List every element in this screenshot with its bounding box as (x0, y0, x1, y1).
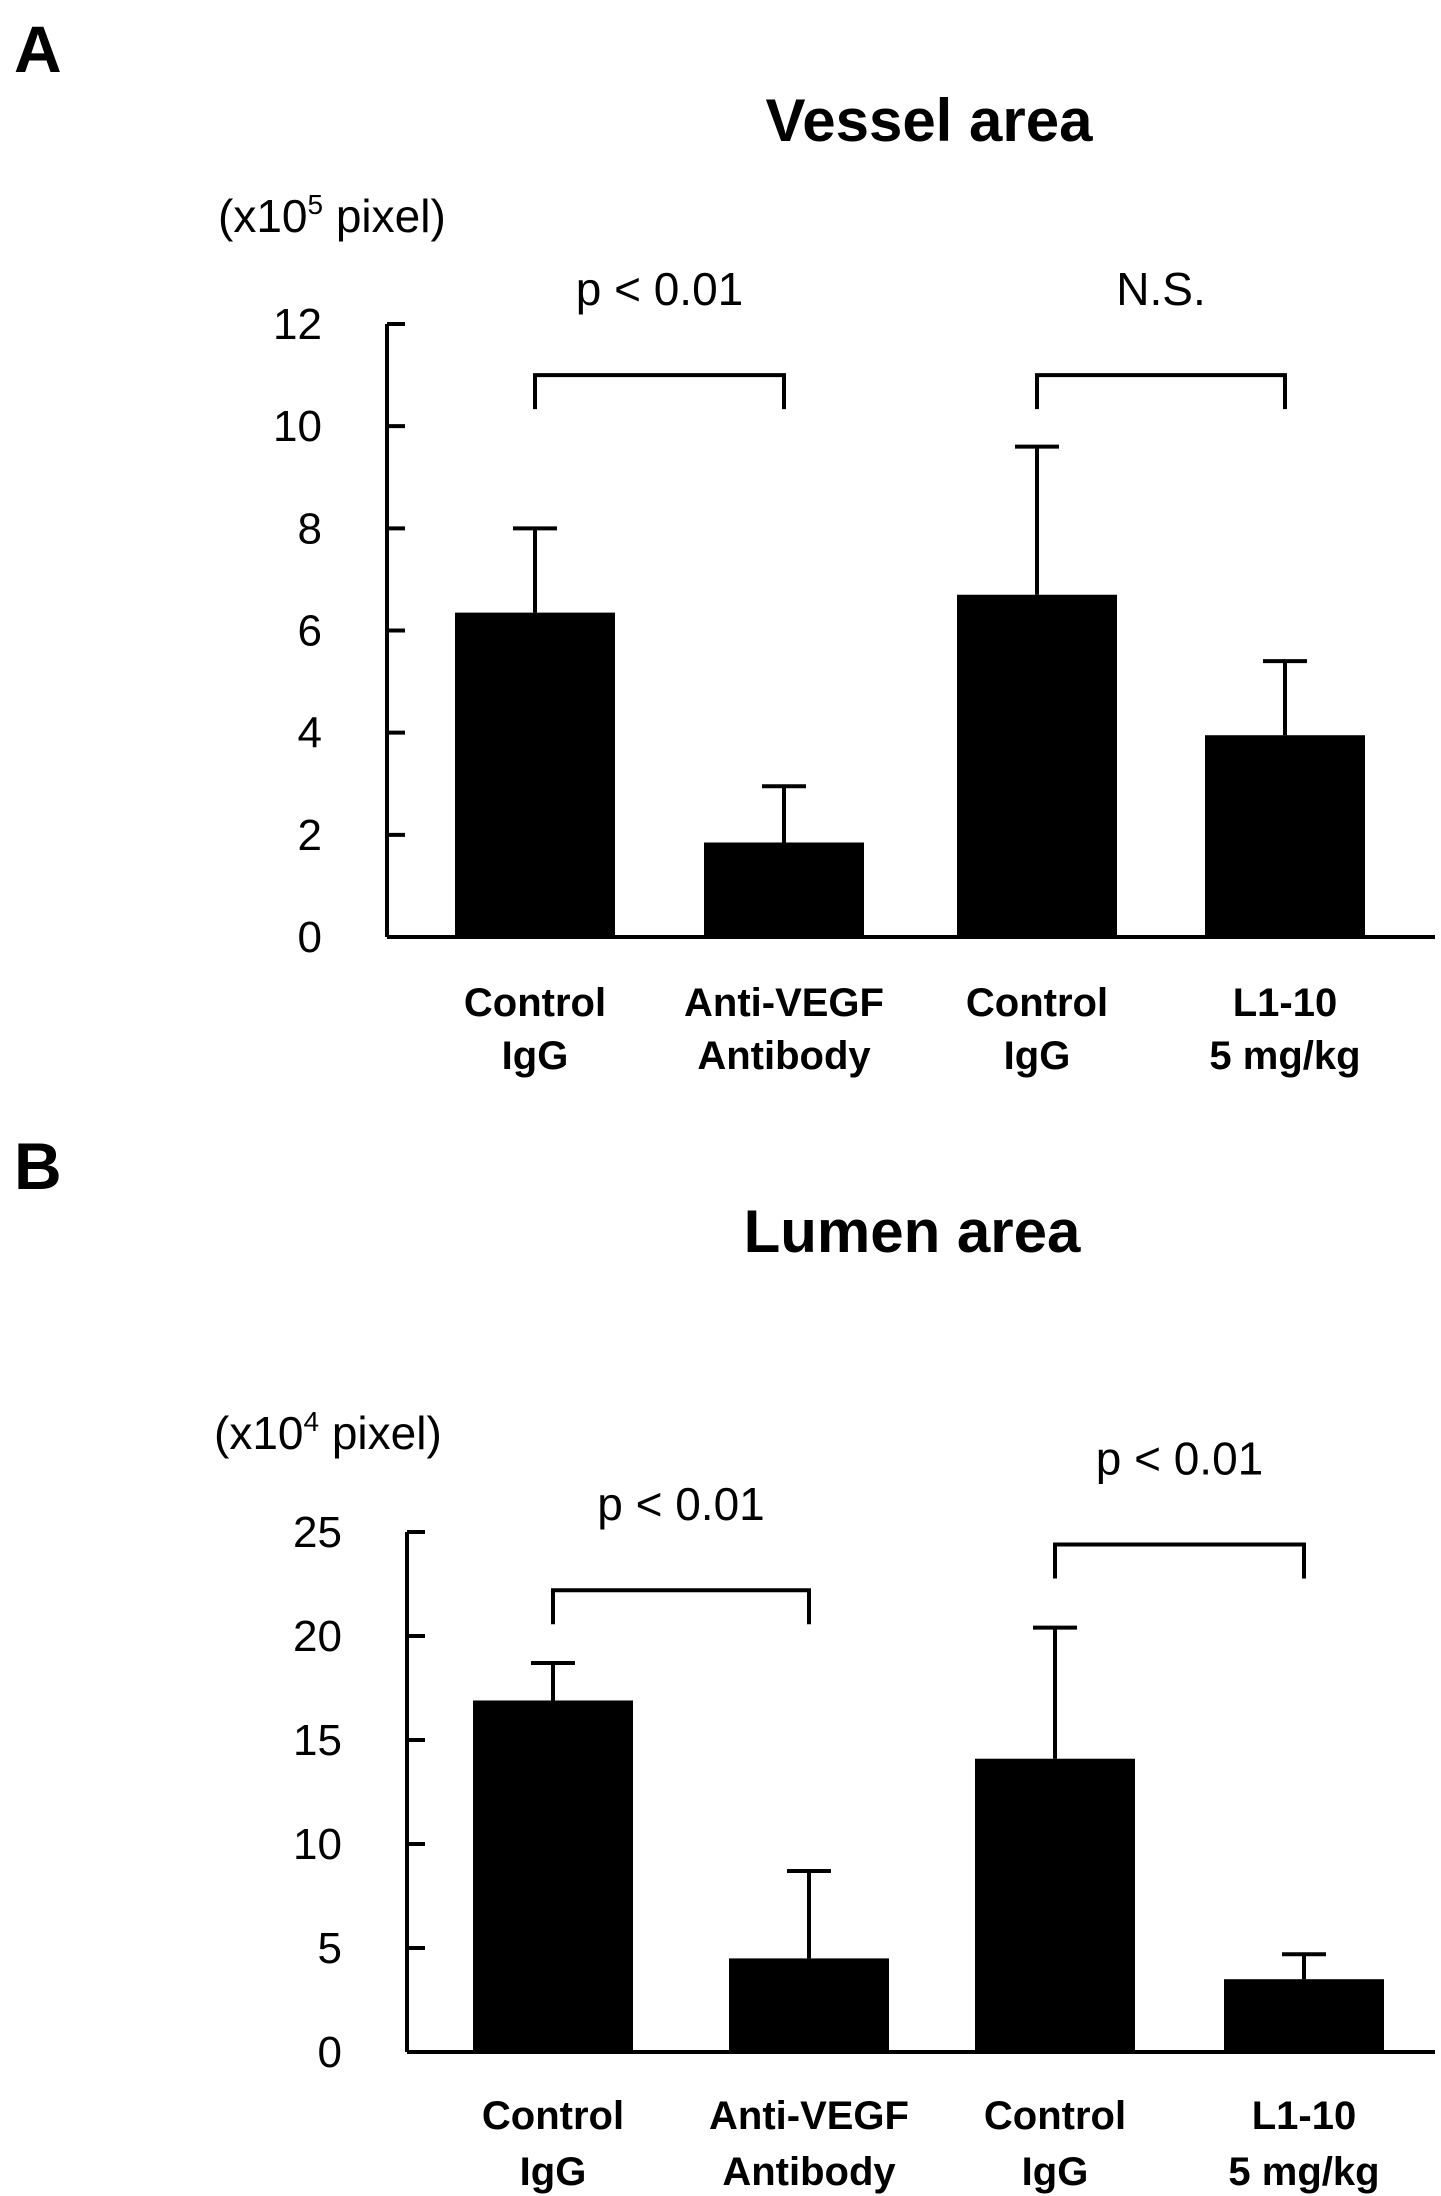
significance-label: N.S. (1116, 263, 1205, 315)
category-label: L1-10 (1233, 981, 1338, 1025)
category-label: IgG (1004, 1034, 1071, 1078)
chart-panel-a: A Vessel area (x105 pixel) 0 2 4 6 8 10 12 Control… (14, 12, 1435, 1078)
y-tick-label: 2 (298, 811, 322, 860)
y-axis-label: (x105 pixel) (218, 189, 446, 242)
y-axis-label-exponent: 5 (307, 189, 323, 220)
category-label: IgG (520, 2150, 587, 2194)
category-label: Control (482, 2094, 624, 2138)
category-label: Antibody (722, 2150, 896, 2194)
bar (957, 594, 1117, 937)
category-label: L1-10 (1252, 2094, 1357, 2138)
bar (1205, 735, 1365, 937)
significance-label: p < 0.01 (1096, 1432, 1264, 1484)
significance-bracket (1035, 373, 1287, 410)
category-label: 5 mg/kg (1228, 2150, 1379, 2194)
category-label: Control (984, 2094, 1126, 2138)
bar (729, 1958, 889, 2052)
y-axis-label-prefix: (x10 (218, 190, 307, 242)
y-tick-label: 20 (293, 1612, 342, 1661)
bar (1224, 1979, 1384, 2052)
significance-bracket (533, 373, 786, 410)
significance-bracket (1053, 1542, 1306, 1579)
bar (473, 1700, 633, 2052)
y-axis-label-exponent: 4 (303, 1406, 319, 1437)
chart-panel-b: B Lumen area (x104 pixel) 0 5 10 15 20 25 Control… (14, 1129, 1435, 2194)
y-tick-label: 0 (298, 913, 322, 962)
bar (975, 1758, 1135, 2052)
y-tick-label: 10 (273, 402, 322, 451)
y-tick-label: 5 (318, 1924, 342, 1973)
bar (455, 612, 615, 937)
y-axis-label-suffix: pixel) (323, 190, 446, 242)
y-tick-label: 25 (293, 1508, 342, 1557)
chart-title: Lumen area (744, 1198, 1081, 1265)
y-tick-label: 6 (298, 607, 322, 656)
category-label: Anti-VEGF (709, 2094, 909, 2138)
category-label: Anti-VEGF (684, 981, 884, 1025)
y-axis-label-suffix: pixel) (319, 1407, 442, 1459)
category-label: 5 mg/kg (1209, 1034, 1360, 1078)
significance-bracket (551, 1588, 811, 1625)
category-label: Control (464, 981, 606, 1025)
category-label: IgG (502, 1034, 569, 1078)
y-tick-label: 0 (318, 2028, 342, 2077)
category-label: Antibody (697, 1034, 871, 1078)
y-axis-label: (x104 pixel) (214, 1406, 442, 1459)
significance-label: p < 0.01 (597, 1478, 765, 1530)
panel-label: A (14, 12, 62, 86)
category-label: Control (966, 981, 1108, 1025)
significance-label: p < 0.01 (576, 263, 744, 315)
y-tick-label: 12 (273, 300, 322, 349)
y-axis-label-prefix: (x10 (214, 1407, 303, 1459)
y-tick-label: 8 (298, 504, 322, 553)
chart-title: Vessel area (766, 87, 1094, 154)
y-tick-label: 10 (293, 1820, 342, 1869)
y-tick-label: 15 (293, 1716, 342, 1765)
category-label: IgG (1022, 2150, 1089, 2194)
y-tick-label: 4 (298, 709, 322, 758)
panel-label: B (14, 1129, 62, 1203)
bar (704, 842, 864, 937)
